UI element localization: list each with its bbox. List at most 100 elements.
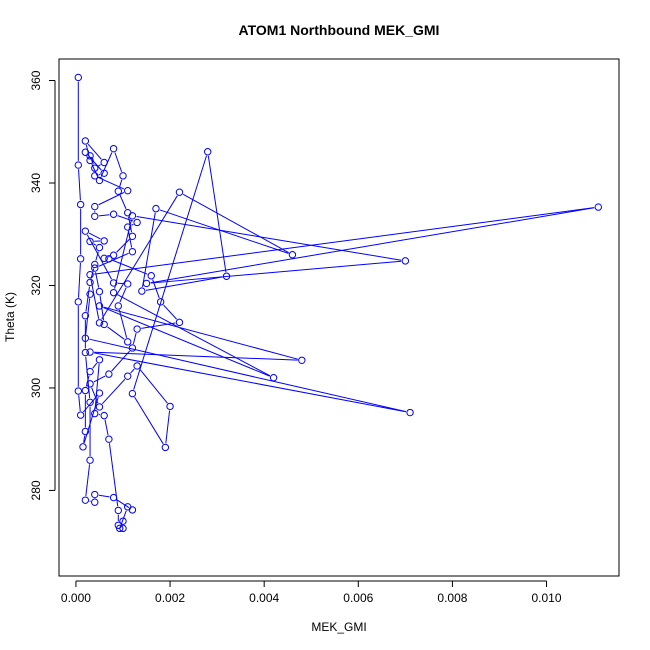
data-point	[128, 506, 137, 514]
series-line-segment	[101, 195, 178, 320]
series-points	[74, 73, 602, 533]
data-point	[138, 287, 146, 295]
series-line-segment	[145, 276, 223, 291]
series-lines	[77, 81, 595, 525]
series-line-segment	[119, 179, 123, 188]
series-line-segment	[90, 268, 95, 279]
series-line-segment	[130, 368, 135, 374]
data-point	[86, 290, 94, 298]
data-point	[124, 209, 132, 217]
data-point	[204, 148, 212, 156]
series-line-segment	[91, 159, 94, 165]
data-point	[124, 223, 132, 231]
series-line-segment	[85, 144, 90, 157]
data-point	[81, 386, 90, 395]
data-point	[128, 247, 137, 256]
x-tick-label: 0.004	[249, 591, 279, 605]
series-line-segment	[119, 194, 127, 210]
data-point	[175, 318, 184, 327]
data-point	[109, 144, 118, 153]
series-line-segment	[98, 214, 110, 217]
data-point	[105, 255, 113, 263]
data-point	[91, 498, 99, 506]
data-point	[86, 380, 94, 388]
x-axis: 0.000 0.002 0.004 0.006 0.008 0.010	[61, 580, 562, 605]
series-line-segment	[90, 278, 100, 319]
data-point	[288, 251, 297, 259]
plot-frame	[58, 58, 620, 577]
series-line-segment	[78, 169, 81, 201]
data-point	[91, 172, 99, 180]
data-point	[406, 408, 414, 417]
data-point	[105, 435, 113, 443]
data-point	[86, 367, 94, 376]
data-point	[91, 264, 99, 272]
series-line-segment	[95, 272, 100, 288]
data-point	[100, 254, 108, 263]
series-line-segment	[83, 435, 86, 443]
data-point	[95, 319, 104, 327]
y-axis-label: Theta (K)	[3, 292, 17, 342]
y-tick-label: 340	[29, 173, 43, 193]
series-line-segment	[85, 298, 91, 335]
series-line-segment	[136, 215, 402, 261]
data-point	[100, 411, 108, 420]
x-tick-label: 0.008	[437, 591, 467, 605]
data-point	[81, 496, 90, 504]
data-point	[594, 203, 602, 211]
data-point	[76, 200, 85, 209]
series-line-segment	[128, 231, 133, 248]
series-line-segment	[78, 262, 81, 298]
series-line-segment	[107, 326, 125, 340]
y-tick-label: 360	[29, 70, 43, 90]
data-point	[81, 137, 90, 145]
series-line-segment	[182, 193, 289, 254]
data-point	[91, 164, 99, 172]
data-point	[124, 280, 132, 288]
data-point	[81, 334, 90, 342]
series-line-segment	[116, 499, 130, 509]
data-point	[114, 506, 122, 515]
series-line-segment	[98, 164, 101, 167]
series-line-segment	[85, 356, 91, 399]
data-point	[109, 279, 118, 287]
data-point	[86, 456, 94, 464]
series-line-segment	[159, 209, 289, 254]
data-point	[86, 156, 94, 165]
x-axis-label: MEK_GMI	[311, 620, 366, 634]
series-line-segment	[98, 494, 110, 498]
series-line-segment	[94, 351, 298, 361]
data-point	[119, 524, 127, 533]
data-point	[114, 187, 122, 195]
data-point	[133, 325, 141, 333]
data-point	[91, 409, 99, 418]
series-line-segment	[94, 352, 407, 413]
data-point	[116, 524, 124, 533]
data-point	[100, 320, 108, 329]
series-line-segment	[94, 363, 100, 410]
data-point	[95, 403, 104, 411]
series-line-segment	[91, 164, 99, 177]
series-line-segment	[93, 243, 97, 246]
series-line-segment	[114, 219, 132, 289]
series-line-segment	[87, 155, 102, 171]
data-point	[86, 348, 94, 356]
data-point	[156, 298, 165, 306]
y-tick-label: 300	[29, 378, 43, 398]
series-line-segment	[95, 251, 99, 261]
series-line-segment	[139, 368, 168, 404]
data-point	[128, 212, 137, 220]
series-line-segment	[86, 234, 113, 280]
data-point	[142, 279, 151, 288]
data-point	[74, 161, 82, 169]
series-line-segment	[85, 464, 91, 497]
series-line-segment	[119, 287, 127, 303]
data-point	[119, 517, 127, 525]
data-point	[114, 302, 122, 310]
data-point	[95, 243, 104, 252]
data-point	[86, 237, 94, 246]
data-point	[91, 202, 99, 211]
data-point	[91, 212, 99, 221]
data-point	[109, 210, 118, 218]
data-point	[74, 387, 82, 395]
